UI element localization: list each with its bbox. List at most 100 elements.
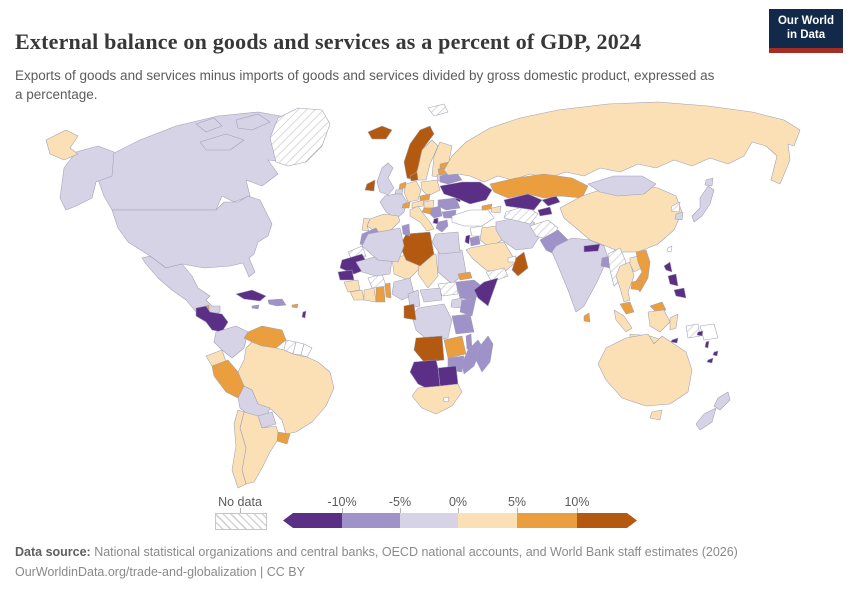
country-angola[interactable] <box>413 335 445 363</box>
country-algeria[interactable] <box>361 227 405 263</box>
country-lesotho[interactable] <box>442 396 450 403</box>
country-mexico[interactable] <box>141 255 221 317</box>
country-uruguay[interactable] <box>276 431 291 445</box>
country-mongolia[interactable] <box>587 175 657 197</box>
country-drc[interactable] <box>411 303 453 343</box>
country-solomon-islands[interactable] <box>696 330 704 337</box>
country-kenya[interactable] <box>459 297 477 317</box>
country-indonesia-papua[interactable] <box>685 323 701 339</box>
country-south-korea[interactable] <box>674 211 684 221</box>
country-denmark[interactable] <box>409 171 419 182</box>
country-peru[interactable] <box>211 359 245 399</box>
country-timor[interactable] <box>670 337 679 344</box>
country-uae[interactable] <box>507 255 517 263</box>
country-sri-lanka[interactable] <box>583 312 591 323</box>
country-united-kingdom[interactable] <box>376 162 395 196</box>
country-brazil[interactable] <box>237 341 335 435</box>
country-lesser-antilles[interactable] <box>301 310 307 319</box>
country-israel[interactable] <box>464 234 471 245</box>
country-switzerland[interactable] <box>401 201 411 209</box>
country-philippines[interactable] <box>667 273 679 287</box>
country-russia-far-east[interactable] <box>45 129 79 161</box>
country-portugal[interactable] <box>361 217 371 232</box>
country-new-zealand-south[interactable] <box>695 407 717 431</box>
country-ireland[interactable] <box>364 179 376 192</box>
country-namibia[interactable] <box>409 359 441 391</box>
country-japan-hokkaido[interactable] <box>704 177 714 187</box>
country-ivory-coast[interactable] <box>363 287 377 303</box>
owid-link[interactable]: OurWorldinData.org/trade-and-globalizati… <box>15 565 257 580</box>
country-indonesia-sumatra[interactable] <box>613 309 633 333</box>
country-jordan[interactable] <box>469 235 481 247</box>
country-cambodia[interactable] <box>630 279 643 291</box>
no-data-swatch[interactable] <box>215 513 267 530</box>
country-belgium[interactable] <box>394 188 404 195</box>
country-india[interactable] <box>551 237 609 313</box>
country-uganda[interactable] <box>450 297 463 309</box>
country-bolivia[interactable] <box>237 385 271 419</box>
country-new-zealand-north[interactable] <box>713 391 731 411</box>
country-azerbaijan[interactable] <box>490 205 502 214</box>
country-sweden[interactable] <box>413 139 439 181</box>
country-australia[interactable] <box>597 333 693 407</box>
country-senegal[interactable] <box>337 269 355 281</box>
country-spain[interactable] <box>366 213 401 233</box>
country-gabon-congo[interactable] <box>403 303 417 321</box>
legend-bin-above-10[interactable] <box>577 513 637 528</box>
country-taiwan[interactable] <box>666 245 673 253</box>
country-cuba[interactable] <box>235 289 267 302</box>
country-indonesia-sulawesi[interactable] <box>669 313 679 331</box>
country-turkey[interactable] <box>451 209 495 227</box>
country-canada-arctic-island[interactable] <box>199 133 245 151</box>
country-austria[interactable] <box>411 199 425 209</box>
country-jamaica[interactable] <box>251 304 260 310</box>
country-svalbard[interactable] <box>427 103 449 117</box>
country-egypt[interactable] <box>431 231 461 255</box>
legend-bin-5-10[interactable] <box>517 513 577 528</box>
country-hungary[interactable] <box>423 199 435 209</box>
country-zambia[interactable] <box>443 335 467 359</box>
country-north-korea[interactable] <box>670 201 681 213</box>
country-indonesia-kalimantan[interactable] <box>647 309 671 333</box>
country-nepal[interactable] <box>583 243 601 253</box>
country-new-caledonia[interactable] <box>706 357 714 364</box>
country-ghana[interactable] <box>375 286 386 303</box>
country-botswana[interactable] <box>437 365 459 387</box>
country-tajikistan[interactable] <box>537 206 553 217</box>
country-ukraine[interactable] <box>439 181 493 205</box>
country-madagascar[interactable] <box>475 335 494 373</box>
country-germany[interactable] <box>403 180 422 203</box>
country-somalia[interactable] <box>473 277 499 307</box>
country-guinea[interactable] <box>343 279 361 293</box>
country-poland[interactable] <box>420 179 441 197</box>
legend-bin-neg10-neg5[interactable] <box>342 513 400 528</box>
country-malaysia[interactable] <box>619 301 635 315</box>
country-georgia[interactable] <box>481 203 493 211</box>
country-cameroon[interactable] <box>407 289 421 309</box>
country-chile[interactable] <box>231 409 247 489</box>
country-canada-arctic-island[interactable] <box>235 113 271 131</box>
country-canada-arctic-island[interactable] <box>195 117 223 133</box>
country-papua-new-guinea[interactable] <box>699 323 719 341</box>
country-tunisia[interactable] <box>401 223 411 237</box>
country-philippines[interactable] <box>663 261 673 273</box>
country-colombia[interactable] <box>213 325 249 359</box>
country-oman[interactable] <box>511 251 529 277</box>
legend-bin-neg5-0[interactable] <box>400 513 458 528</box>
country-yemen[interactable] <box>485 267 509 283</box>
country-fiji[interactable] <box>712 350 719 357</box>
country-kazakhstan[interactable] <box>489 173 589 199</box>
country-tanzania[interactable] <box>451 313 475 335</box>
country-central-african-republic[interactable] <box>419 287 443 303</box>
country-japan[interactable] <box>691 185 715 223</box>
license-label[interactable]: CC BY <box>266 565 305 580</box>
country-italy[interactable] <box>409 205 435 232</box>
country-czechia[interactable] <box>419 193 431 202</box>
country-hispaniola[interactable] <box>267 298 287 307</box>
country-philippines[interactable] <box>673 287 687 299</box>
country-alaska[interactable] <box>59 145 115 211</box>
legend-bin-0-5[interactable] <box>458 513 517 528</box>
country-romania[interactable] <box>437 197 461 211</box>
country-malaysia-borneo[interactable] <box>649 301 667 313</box>
country-greenland[interactable] <box>269 107 331 167</box>
